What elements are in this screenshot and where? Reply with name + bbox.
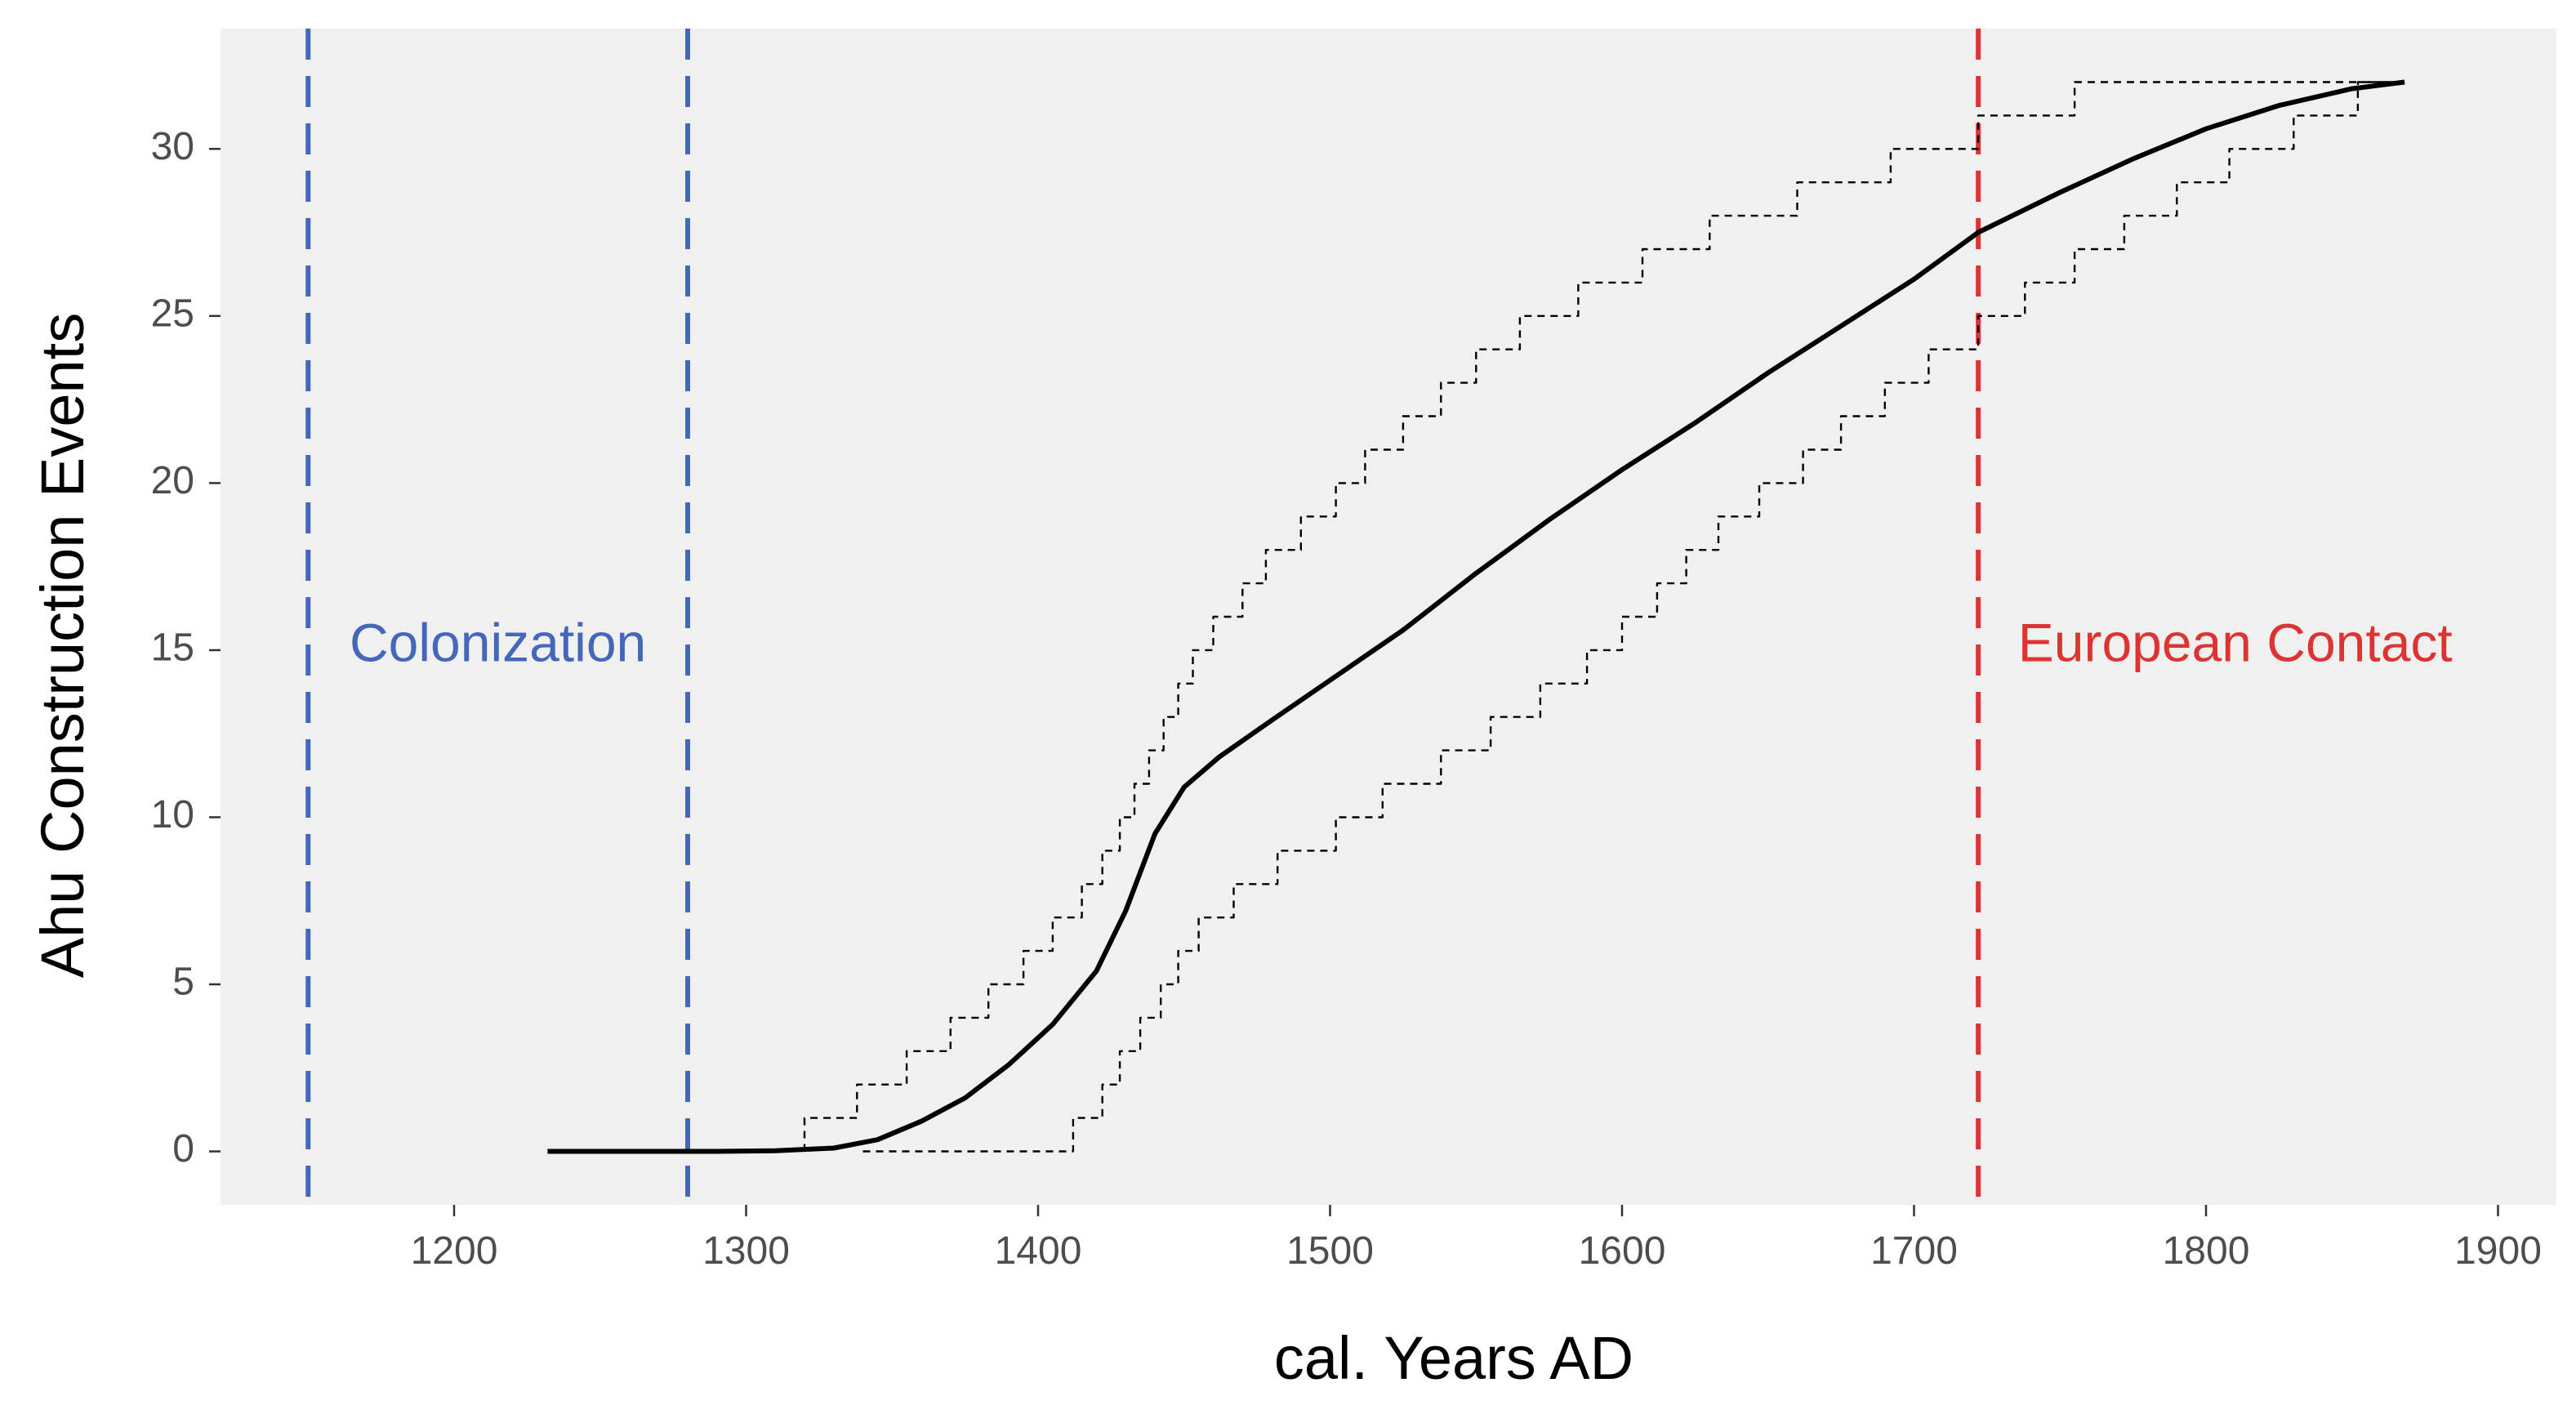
y-tick-label: 15 (151, 627, 194, 670)
series-line-0 (547, 79, 2405, 1154)
x-tick-label: 1300 (702, 1229, 790, 1273)
x-tick-label: 1800 (2163, 1229, 2250, 1273)
x-tick-label: 1500 (1286, 1229, 1374, 1273)
x-tick-label: 1900 (2454, 1229, 2542, 1273)
series-line-1 (803, 81, 2405, 1152)
annotation-1: European Contact (2018, 612, 2453, 672)
x-axis: 1200 1300 1400 1500 1600 1700 1800 1900 (411, 1205, 2542, 1273)
plot-panel (221, 29, 2556, 1205)
y-tick-label: 20 (151, 459, 194, 502)
y-axis: 0 5 10 15 20 25 30 (151, 125, 221, 1171)
annotations-group: Colonization European Contact (350, 612, 2453, 672)
y-axis-title: Ahu Construction Events (29, 313, 96, 978)
y-tick-label: 0 (172, 1127, 194, 1171)
x-tick-label: 1700 (1870, 1229, 1958, 1273)
y-tick-label: 25 (151, 292, 194, 335)
annotation-0: Colonization (350, 612, 646, 672)
y-tick-label: 5 (172, 961, 194, 1004)
vertical-reference-lines (305, 29, 1981, 1205)
y-tick-label: 30 (151, 125, 194, 168)
series-line-2 (862, 81, 2405, 1153)
x-tick-label: 1200 (411, 1229, 498, 1273)
x-tick-label: 1400 (995, 1229, 1082, 1273)
series-group (547, 79, 2405, 1154)
x-axis-title: cal. Years AD (1274, 1324, 1633, 1392)
x-tick-label: 1600 (1579, 1229, 1666, 1273)
y-tick-label: 10 (151, 793, 194, 836)
